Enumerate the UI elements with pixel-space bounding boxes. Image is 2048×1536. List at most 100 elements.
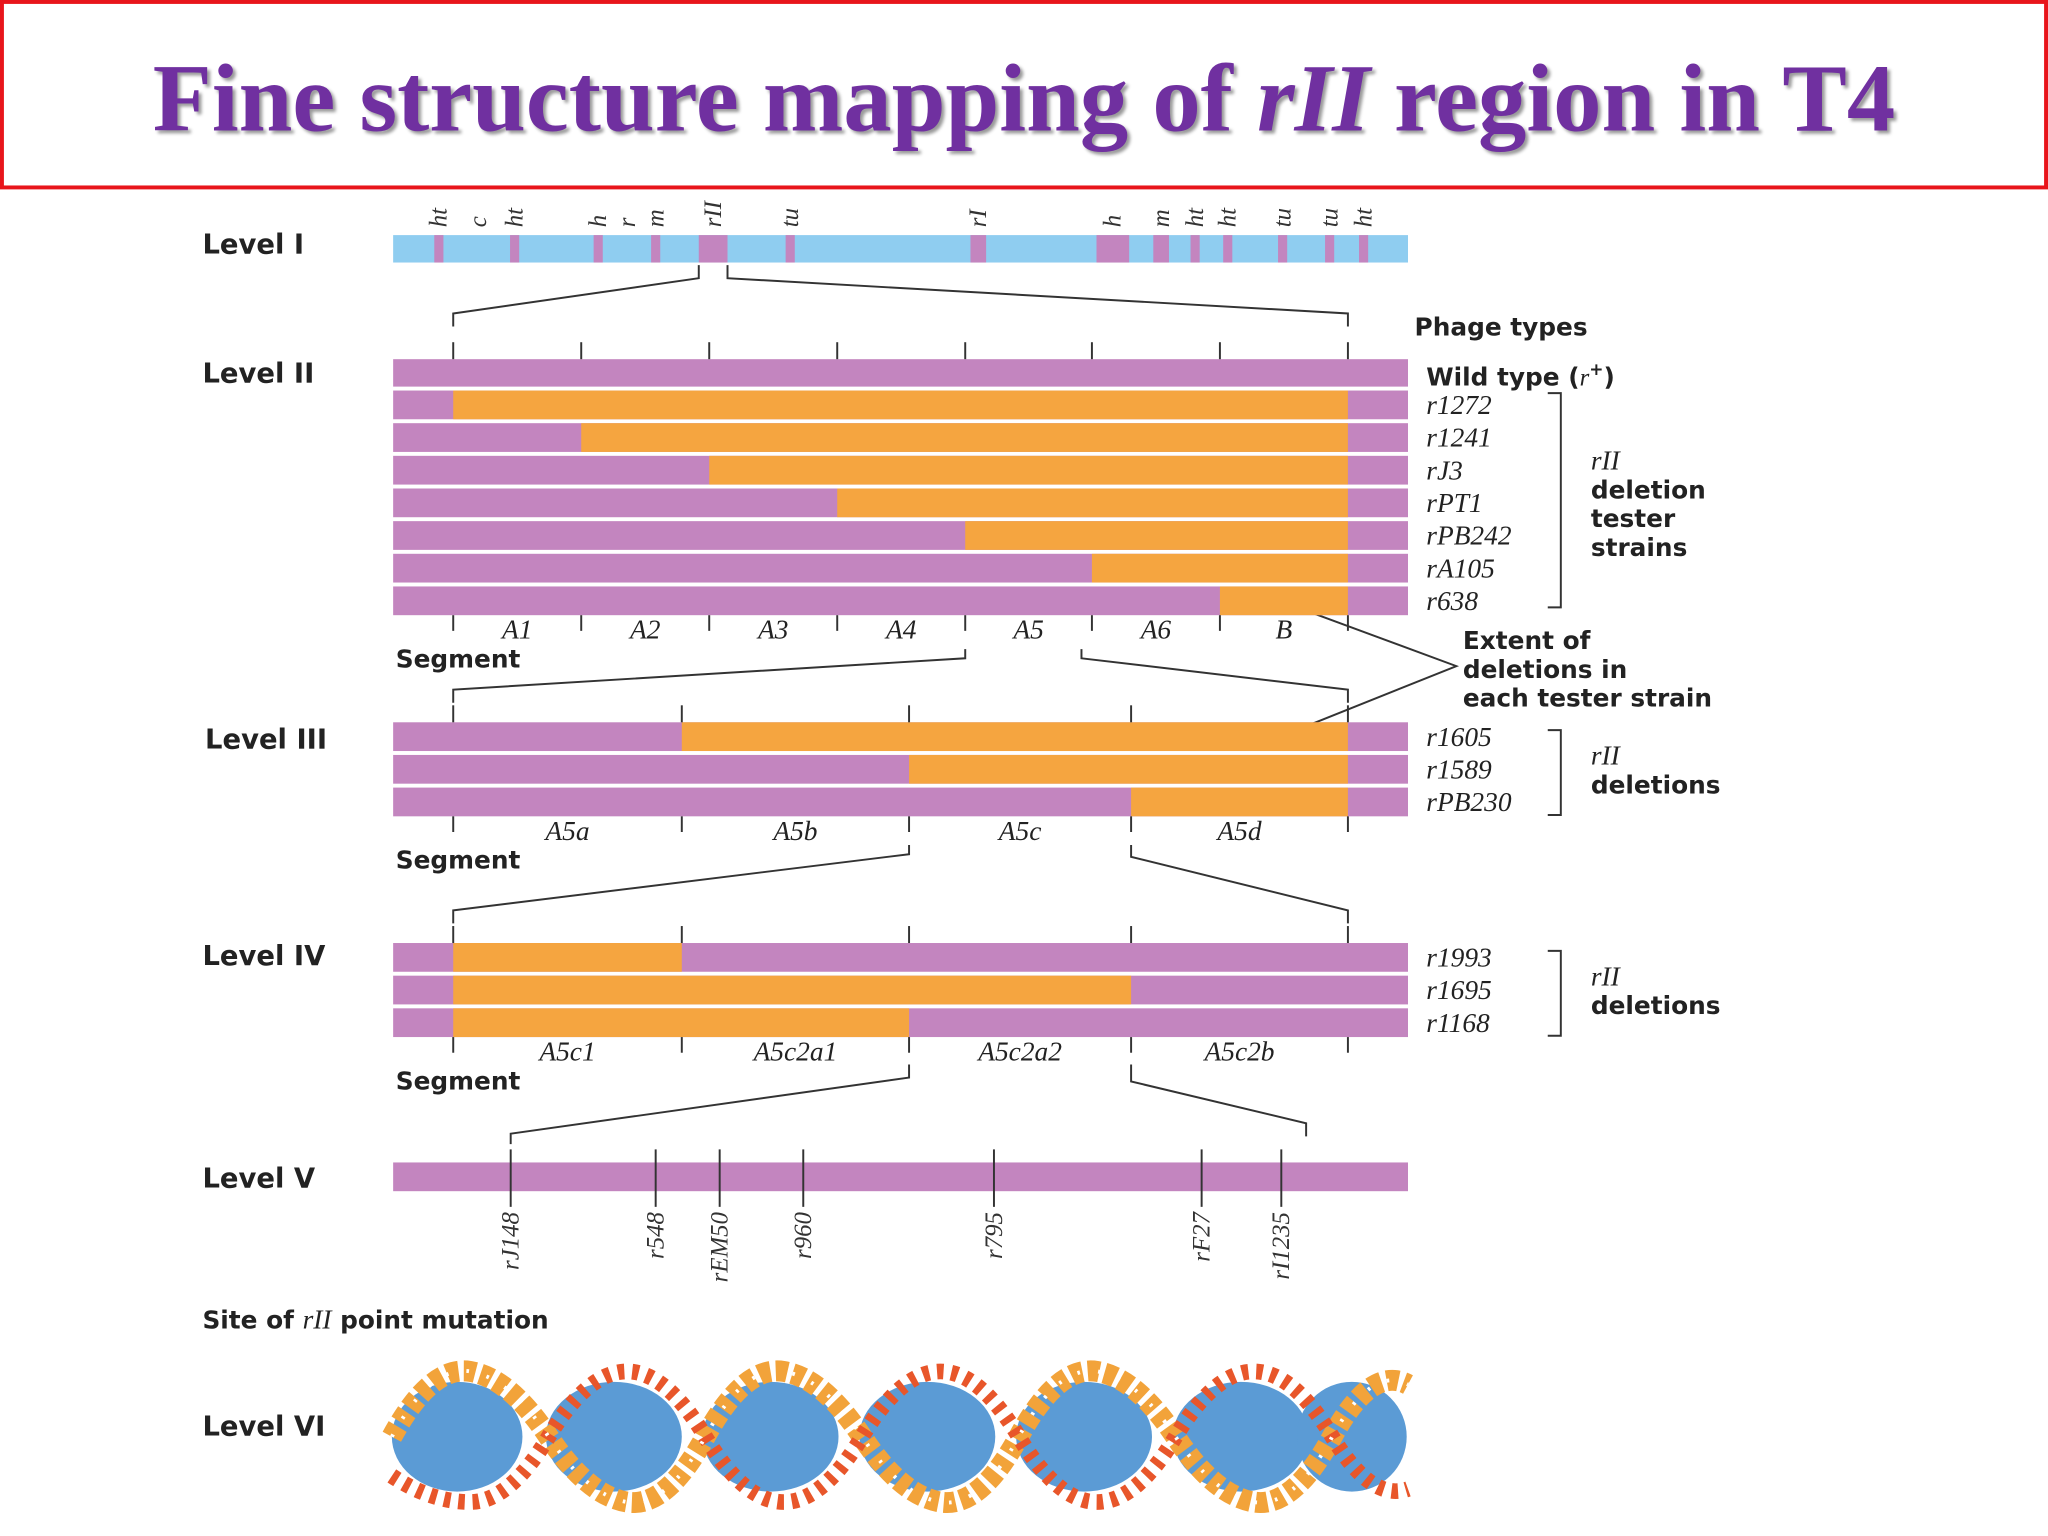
gene-locus [1190, 235, 1200, 263]
strain-label: r1605 [1426, 722, 1491, 752]
strain-label: r1589 [1426, 754, 1492, 784]
gene-locus [1096, 235, 1130, 263]
gene-label: tu [777, 208, 804, 227]
gene-locus [1359, 235, 1369, 263]
caption-text: Site of [202, 1305, 302, 1334]
strain-label: r1241 [1426, 423, 1491, 453]
strain-label: r1272 [1426, 390, 1492, 420]
level-label: Level II [202, 359, 314, 390]
mutation-label: r795 [981, 1212, 1008, 1259]
gene-locus [651, 235, 661, 263]
mutation-label: rF27 [1188, 1210, 1215, 1261]
gene-label: rII [700, 199, 727, 227]
segment-label: Segment [396, 846, 521, 875]
wild-type-sup: + [1589, 360, 1603, 380]
gene-label: ht [501, 207, 528, 227]
deletion [909, 754, 1348, 784]
deletion [581, 423, 1348, 452]
deletion [453, 943, 682, 972]
gene-label: m [1148, 209, 1175, 227]
caption-italic: rII [303, 1304, 334, 1334]
segment-name: A5c1 [537, 1037, 595, 1067]
level-label: Level I [202, 229, 304, 260]
bracket-label: deletions [1591, 770, 1721, 799]
gene-label: ht [426, 207, 453, 227]
strain-label: rPB242 [1426, 521, 1512, 551]
title-text: Fine structure mapping of [153, 45, 1257, 152]
gene-label: c [465, 216, 492, 227]
gene-label: rI [965, 208, 992, 228]
segment-name: A5c [997, 816, 1042, 846]
chromosome-bar [393, 235, 1409, 263]
segment-name: A5c2a2 [976, 1037, 1062, 1067]
level-label: Level V [202, 1163, 315, 1194]
segment-name: A5d [1215, 816, 1261, 846]
phage-types-header: Phage types [1415, 313, 1588, 342]
gene-label: h [585, 215, 612, 227]
mutation-label: rI1235 [1268, 1212, 1295, 1280]
strain-label: r1993 [1426, 943, 1491, 973]
dna-helix [382, 1360, 1413, 1514]
gene-locus [970, 235, 987, 263]
segment-name: A1 [500, 615, 532, 645]
mutation-label: r548 [643, 1211, 670, 1258]
extent-note: deletions in [1463, 655, 1627, 684]
deletion [965, 521, 1348, 550]
phage-row [393, 359, 1409, 387]
gene-locus [434, 235, 444, 263]
segment-label: Segment [396, 1066, 521, 1095]
strain-label: rPT1 [1426, 488, 1482, 518]
strain-label: r638 [1426, 586, 1478, 616]
gene-bar [393, 1162, 1409, 1192]
mutation-label: rJ148 [498, 1211, 525, 1269]
wild-type-text: ) [1603, 362, 1614, 391]
deletion [453, 390, 1348, 420]
strain-label: rA105 [1426, 553, 1495, 583]
segment-name: A5a [543, 816, 589, 846]
wild-type-text: Wild type ( [1426, 362, 1579, 391]
caption-text: point mutation [331, 1305, 548, 1334]
level-label: Level IV [202, 941, 326, 972]
bracket-label: deletion [1591, 475, 1706, 504]
gene-locus [1223, 235, 1233, 263]
strain-label: r1695 [1426, 975, 1491, 1005]
segment-name: A3 [756, 615, 788, 645]
gene-label: r [614, 217, 641, 227]
strain-label: rJ3 [1426, 455, 1463, 485]
gene-locus [1325, 235, 1335, 263]
gene-locus [785, 235, 795, 263]
gene-label: h [1100, 215, 1127, 227]
wild-type-r: r [1580, 364, 1590, 391]
segment-name: A6 [1139, 615, 1172, 645]
title: Fine structure mapping of rII region in … [153, 45, 1895, 152]
deletion [1219, 586, 1348, 616]
extent-note: Extent of [1463, 626, 1591, 655]
segment-name: A5 [1011, 615, 1043, 645]
mutation-label: rEM50 [707, 1211, 734, 1282]
title-frame [0, 0, 2048, 190]
segment-name: A5c2b [1203, 1037, 1275, 1067]
segment-label: Segment [396, 644, 521, 673]
level-label: Level III [205, 724, 327, 755]
segment-name: A5b [771, 816, 817, 846]
gene-label: tu [1316, 208, 1343, 227]
mutation-label: r960 [790, 1211, 817, 1258]
site-caption: Site of rII point mutation [202, 1304, 548, 1334]
gene-locus [510, 235, 520, 263]
gene-locus [698, 235, 728, 263]
wild-type-label: Wild type (r+) [1426, 360, 1615, 391]
bracket-label: rII [1591, 741, 1622, 771]
deletion [837, 488, 1348, 518]
title-italic: rII [1257, 45, 1373, 152]
bracket-label: deletions [1591, 991, 1721, 1020]
gene-label: ht [1350, 207, 1377, 227]
segment-name: A2 [628, 615, 661, 645]
gene-label: ht [1215, 207, 1242, 227]
bracket-label: rII [1591, 961, 1622, 991]
gene-locus [1278, 235, 1288, 263]
deletion [1091, 553, 1348, 583]
gene-label: tu [1269, 208, 1296, 227]
level-label: Level VI [202, 1411, 325, 1442]
strain-label: r1168 [1426, 1008, 1490, 1038]
